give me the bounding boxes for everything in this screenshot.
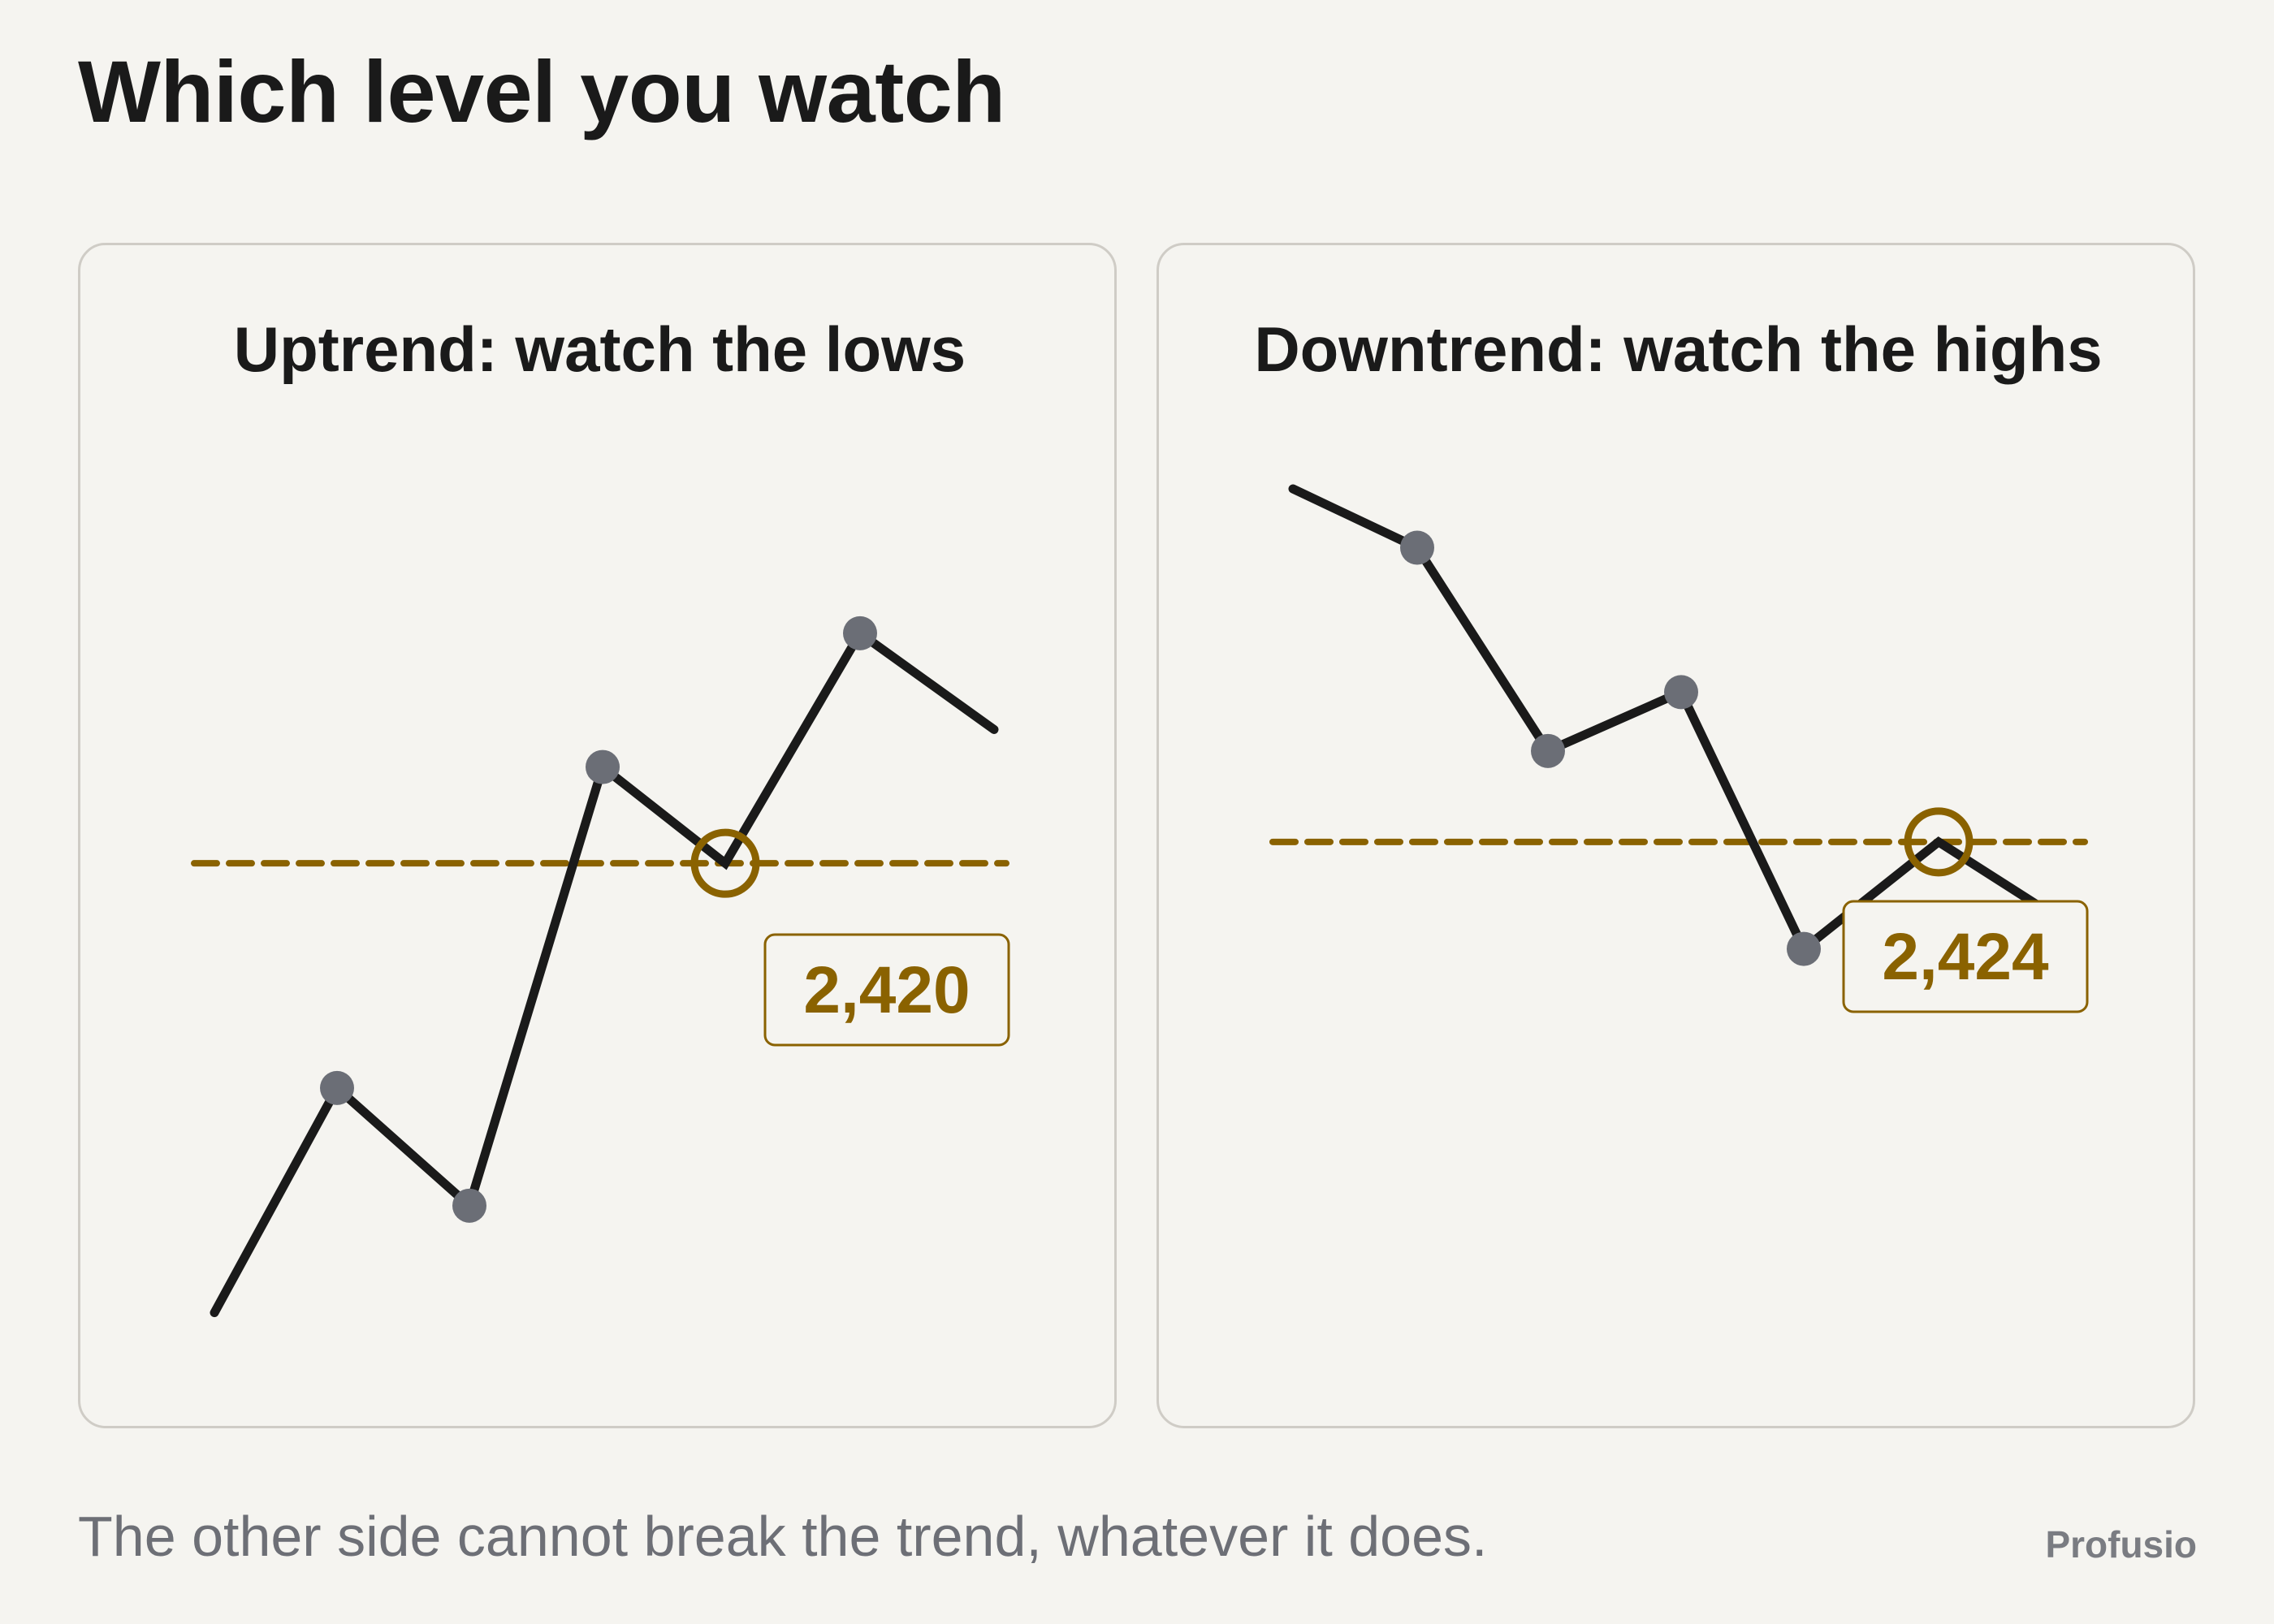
downtrend-level-label-box <box>1842 900 2089 1013</box>
uptrend-chart: Uptrend: watch the lows 2,420 <box>191 313 1010 1318</box>
uptrend-level-label: 2,420 <box>803 953 970 1027</box>
uptrend-level-marker <box>690 828 760 898</box>
downtrend-chart: Downtrend: watch the highs 2,424 <box>1254 313 2103 1013</box>
footer-note: The other side cannot break the trend, w… <box>78 1505 1488 1568</box>
downtrend-level-label: 2,424 <box>1882 920 2049 994</box>
uptrend-swing-point <box>586 749 620 784</box>
uptrend-swing-point <box>320 1070 354 1105</box>
uptrend-chart-title: Uptrend: watch the lows <box>234 313 966 385</box>
uptrend-swing-point <box>843 615 877 650</box>
uptrend-level-label-box <box>763 933 1010 1047</box>
downtrend-swing-point <box>1787 931 1821 966</box>
downtrend-panel: Downtrend: watch the highs 2,424 <box>1156 243 2195 1428</box>
downtrend-swing-point <box>1664 675 1698 710</box>
downtrend-swing-point <box>1531 733 1565 768</box>
downtrend-chart-title: Downtrend: watch the highs <box>1254 313 2102 385</box>
brand-logo: Profusio <box>2045 1523 2197 1566</box>
uptrend-swing-point <box>452 1188 486 1223</box>
page-title: Which level you watch <box>78 42 1005 140</box>
uptrend-panel: Uptrend: watch the lows 2,420 <box>78 243 1117 1428</box>
downtrend-swing-point <box>1400 530 1434 565</box>
downtrend-level-marker <box>1904 807 1974 877</box>
